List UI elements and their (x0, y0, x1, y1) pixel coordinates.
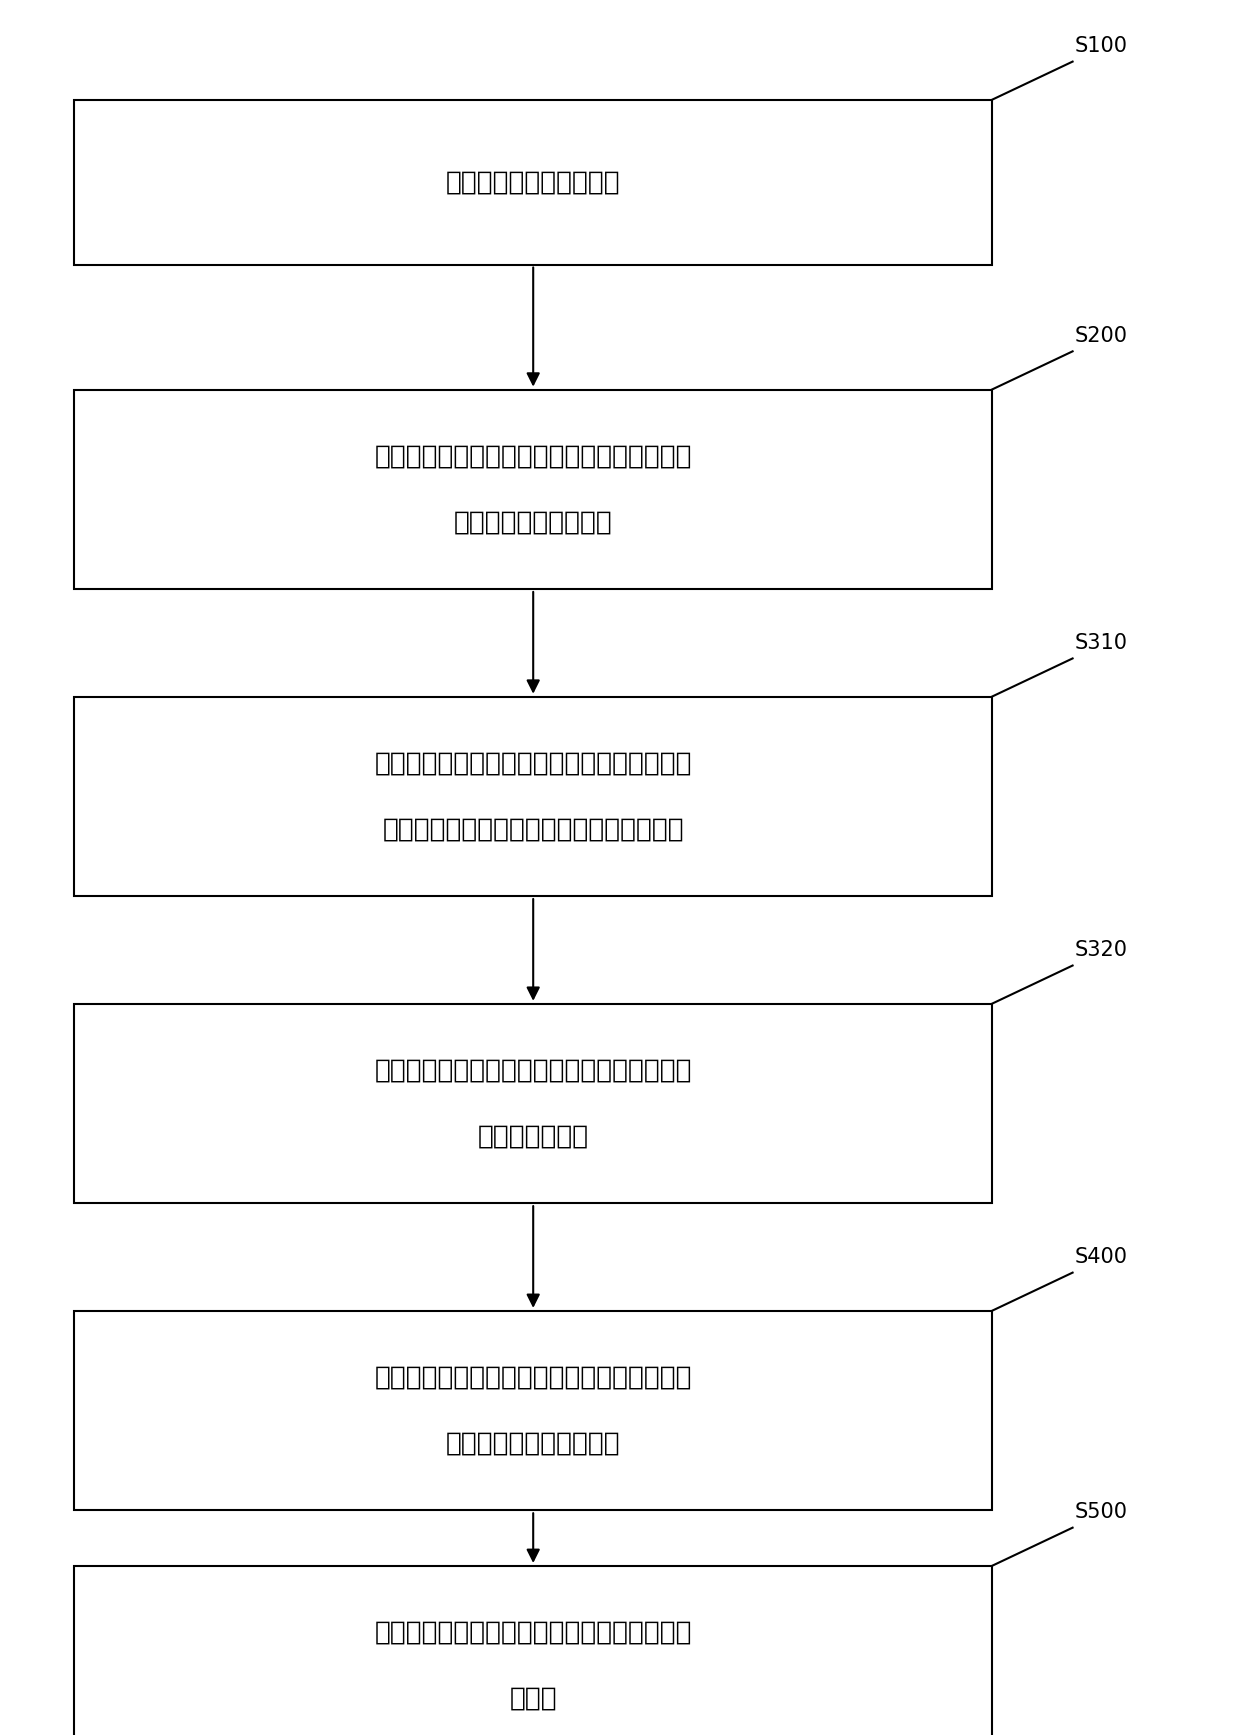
Text: 述处理节点进行数据处理: 述处理节点进行数据处理 (446, 1431, 620, 1456)
Text: S100: S100 (1075, 36, 1128, 57)
Text: 行合并: 行合并 (510, 1686, 557, 1711)
Text: 任务对应的待处理数据: 任务对应的待处理数据 (454, 510, 613, 534)
Text: S320: S320 (1075, 940, 1128, 961)
Text: S310: S310 (1075, 633, 1128, 652)
Text: 中央节点从所述存储系统中获取与所述待处理: 中央节点从所述存储系统中获取与所述待处理 (374, 444, 692, 468)
Text: 中央节点获得待处理任务: 中央节点获得待处理任务 (446, 170, 620, 194)
Text: 述工作状态确定可执行任务的处理节点数量: 述工作状态确定可执行任务的处理节点数量 (382, 817, 684, 841)
Text: 中央节点获得各处理节点的工作状态，根据所: 中央节点获得各处理节点的工作状态，根据所 (374, 751, 692, 776)
Bar (74, 696, 992, 895)
Bar (74, 389, 992, 590)
Bar (74, 1003, 992, 1204)
Text: S200: S200 (1075, 326, 1128, 347)
Bar (74, 1565, 992, 1735)
Text: 中央节点将所述待处理数据拆分为所述处理节: 中央节点将所述待处理数据拆分为所述处理节 (374, 1058, 692, 1083)
Text: S400: S400 (1075, 1247, 1128, 1267)
Text: 中央节点将各所述处理节点处理后的子数据进: 中央节点将各所述处理节点处理后的子数据进 (374, 1620, 692, 1645)
Bar (74, 1312, 992, 1509)
Text: 中央节点将所述多个子数据分配给至少一个所: 中央节点将所述多个子数据分配给至少一个所 (374, 1365, 692, 1390)
Bar (74, 99, 992, 265)
Text: 点数量的子数据: 点数量的子数据 (477, 1124, 589, 1149)
Text: S500: S500 (1075, 1503, 1128, 1523)
